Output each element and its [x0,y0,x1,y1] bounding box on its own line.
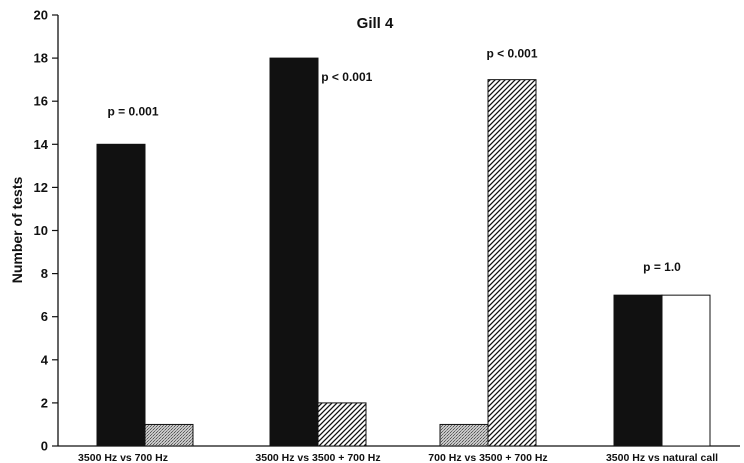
x-category-label: 3500 Hz vs 700 Hz [78,452,168,463]
p-value-annotation: p = 0.001 [107,104,158,118]
y-axis-ticks: 0 2 4 6 8 10 12 14 16 18 20 [34,8,58,454]
chart-title: Gill 4 [357,15,394,32]
significance-annotations: p = 0.001 p < 0.001 p < 0.001 p = 1.0 [107,47,681,274]
y-tick-label: 14 [34,137,49,152]
bar-2-1 [269,57,319,447]
bar-4-1 [613,294,663,447]
y-tick-label: 2 [41,395,48,410]
bar-2-2 [317,402,367,447]
x-category-label: 3500 Hz vs natural call [606,452,718,463]
bar-1-1 [96,143,146,447]
y-tick-label: 20 [34,8,48,23]
bar-3-2 [487,79,537,447]
y-tick-label: 0 [41,439,48,454]
bar-1-2 [144,423,194,447]
y-tick-label: 12 [34,180,48,195]
y-tick-label: 4 [41,352,49,367]
p-value-annotation: p = 1.0 [643,260,681,274]
y-axis-label: Number of tests [9,177,25,284]
bar-3-1 [439,423,489,447]
x-category-label: 3500 Hz vs 3500 + 700 Hz [255,452,380,463]
p-value-annotation: p < 0.001 [486,47,537,61]
bars [96,57,711,447]
bar-4-2 [661,294,711,447]
p-value-annotation: p < 0.001 [321,70,372,84]
y-tick-label: 18 [34,51,48,66]
x-axis-categories: 3500 Hz vs 700 Hz 3500 Hz vs 3500 + 700 H… [78,452,718,463]
y-tick-label: 6 [41,309,48,324]
x-category-label: 700 Hz vs 3500 + 700 Hz [428,452,547,463]
y-tick-label: 16 [34,94,48,109]
y-tick-label: 8 [41,266,48,281]
y-tick-label: 10 [34,223,48,238]
